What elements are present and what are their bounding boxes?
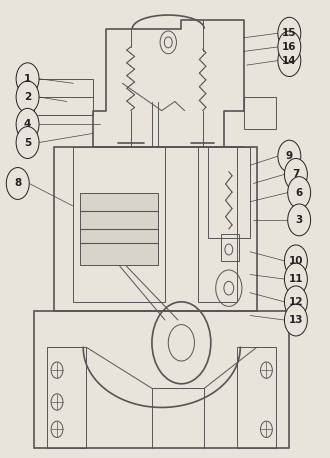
Circle shape xyxy=(16,126,39,158)
Text: 16: 16 xyxy=(282,42,297,52)
Bar xyxy=(47,347,86,447)
Circle shape xyxy=(284,286,307,318)
Circle shape xyxy=(284,263,307,295)
Text: 15: 15 xyxy=(282,28,297,38)
Circle shape xyxy=(16,63,39,95)
Text: 12: 12 xyxy=(289,297,303,307)
Circle shape xyxy=(16,109,39,140)
Bar xyxy=(244,97,276,129)
Bar xyxy=(221,234,239,261)
Text: 11: 11 xyxy=(289,274,303,284)
Bar xyxy=(34,79,93,115)
Text: 7: 7 xyxy=(292,169,300,180)
Circle shape xyxy=(278,17,301,49)
Text: 5: 5 xyxy=(24,137,31,147)
Circle shape xyxy=(284,245,307,277)
Circle shape xyxy=(16,81,39,113)
Text: 13: 13 xyxy=(289,315,303,325)
Bar xyxy=(80,192,158,266)
Circle shape xyxy=(278,31,301,63)
Circle shape xyxy=(288,204,311,236)
Circle shape xyxy=(284,304,307,336)
Text: 3: 3 xyxy=(296,215,303,225)
Text: 8: 8 xyxy=(14,179,21,189)
Circle shape xyxy=(278,44,301,76)
Text: 9: 9 xyxy=(286,151,293,161)
Bar xyxy=(73,147,165,302)
Circle shape xyxy=(278,140,301,172)
Text: 6: 6 xyxy=(296,188,303,197)
Text: 10: 10 xyxy=(289,256,303,266)
Bar xyxy=(34,311,289,447)
Text: 2: 2 xyxy=(24,92,31,102)
Bar xyxy=(54,147,257,311)
Bar xyxy=(237,347,276,447)
Text: 14: 14 xyxy=(282,55,297,65)
Circle shape xyxy=(284,158,307,191)
Text: 1: 1 xyxy=(24,74,31,84)
Bar xyxy=(198,147,237,302)
Text: 4: 4 xyxy=(24,119,31,129)
Bar xyxy=(208,147,250,238)
Circle shape xyxy=(6,168,29,199)
Circle shape xyxy=(288,177,311,208)
